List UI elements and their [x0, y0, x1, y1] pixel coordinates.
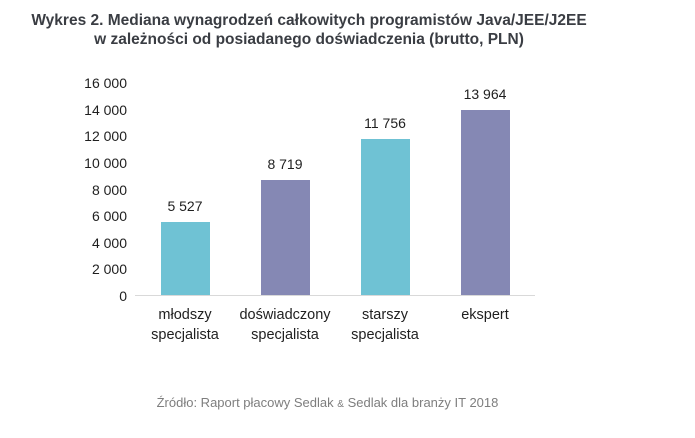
- chart-title-line-2: w zależności od posiadanego doświadczeni…: [94, 31, 524, 48]
- source-text-suffix: Sedlak dla branży IT 2018: [347, 395, 499, 410]
- bars: 5 527 8 719 11 756 13 964: [135, 83, 535, 296]
- x-axis-label: młodszy specjalista: [151, 307, 219, 343]
- bar-value-label: 13 964: [463, 86, 507, 102]
- bar-3: [360, 139, 410, 296]
- y-axis: 16 000 14 000 12 000 10 000 8 000 6 000 4 000 2…: [57, 75, 127, 304]
- x-axis-label: starszy specjalista: [351, 307, 419, 343]
- source-ampersand: &: [337, 399, 344, 410]
- bar-value-label: 11 756: [364, 115, 406, 131]
- bar-value-label: 8 719: [267, 156, 303, 172]
- bar-slot: 13 964: [435, 86, 535, 296]
- x-axis-line: [135, 295, 535, 296]
- y-tick-label: 6 000: [91, 208, 127, 225]
- y-tick-label: 4 000: [91, 234, 127, 251]
- bar-slot: 11 756: [335, 115, 435, 296]
- y-tick-label: 0: [119, 288, 127, 304]
- bar-2: [260, 180, 310, 296]
- y-tick-label: 12 000: [84, 128, 127, 145]
- y-tick-label: 16 000: [84, 75, 127, 91]
- source-caption: Źródło: Raport płacowy Sedlak & Sedlak d…: [0, 395, 655, 410]
- chart-title-line-1: Wykres 2. Mediana wynagrodzeń całkowityc…: [31, 12, 587, 29]
- source-text-prefix: Źródło: Raport płacowy Sedlak: [156, 395, 334, 410]
- x-axis-label: ekspert: [461, 307, 509, 323]
- bar-slot: 5 527: [135, 198, 235, 296]
- chart-title: Wykres 2. Mediana wynagrodzeń całkowityc…: [0, 11, 618, 49]
- bar-value-label: 5 527: [167, 198, 203, 214]
- bar-slot: 8 719: [235, 156, 335, 296]
- plot-area: 16 000 14 000 12 000 10 000 8 000 6 000 4 000 2…: [84, 75, 535, 304]
- y-tick-label: 10 000: [84, 154, 127, 171]
- bar-1: [160, 222, 210, 296]
- x-axis-label: doświadczony specjalista: [239, 307, 331, 343]
- y-tick-label: 8 000: [91, 181, 127, 198]
- bar-4: [460, 110, 510, 296]
- y-tick-label: 2 000: [91, 261, 127, 278]
- y-tick-label: 14 000: [84, 101, 127, 118]
- x-axis-labels: młodszy specjalista doświadczony specjali…: [135, 305, 535, 345]
